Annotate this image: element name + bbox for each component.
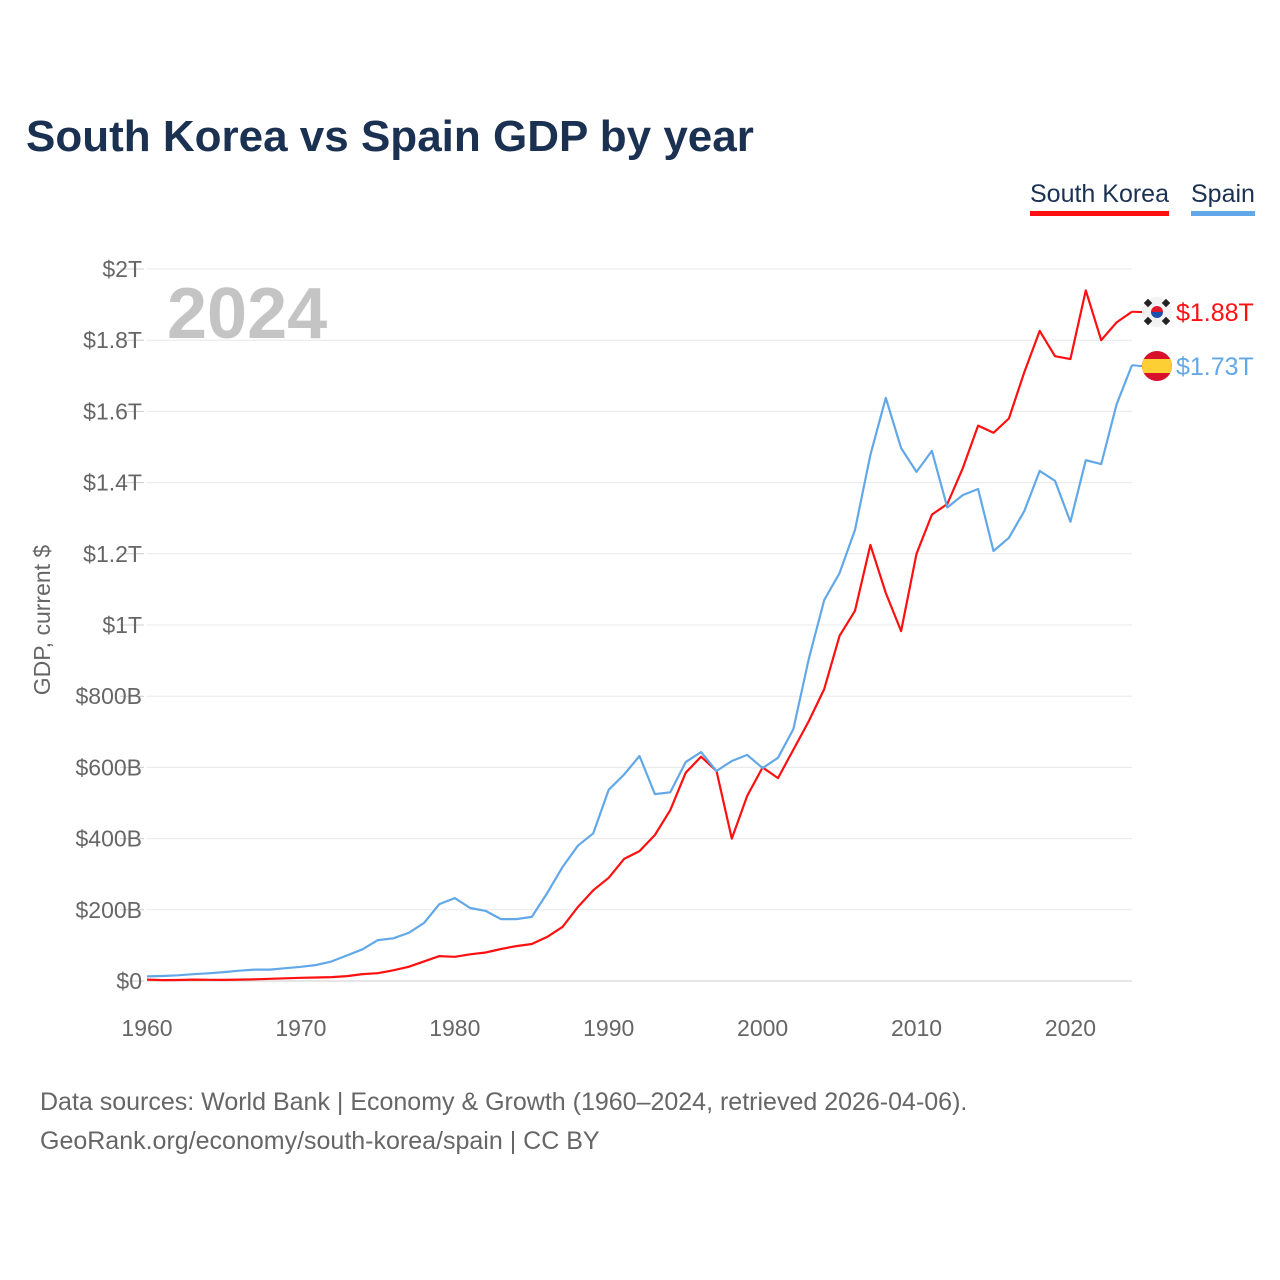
year-watermark: 2024 (167, 274, 327, 354)
y-axis-label: GDP, current $ (29, 545, 55, 696)
x-tick-label: 2000 (737, 1015, 788, 1041)
x-tick-label: 1960 (121, 1015, 172, 1041)
x-tick-label: 2010 (891, 1015, 942, 1041)
legend-south-korea[interactable]: South Korea (1030, 180, 1169, 216)
end-value-label-south-korea: $1.88T (1176, 299, 1254, 327)
source-note: Data sources: World Bank | Economy & Gro… (40, 1083, 967, 1161)
flag-taegeuk-blue (1151, 312, 1163, 318)
x-tick-label: 1990 (583, 1015, 634, 1041)
y-tick-label: $0 (116, 968, 142, 994)
y-tick-label: $1.6T (83, 398, 142, 424)
y-tick-label: $200B (75, 897, 142, 923)
y-tick-label: $1.4T (83, 470, 142, 496)
source-line-1: Data sources: World Bank | Economy & Gro… (40, 1088, 968, 1116)
y-tick-label: $800B (75, 683, 142, 709)
series-line-spain (146, 364, 1134, 978)
y-tick-label: $2T (102, 256, 142, 282)
end-value-label-spain: $1.73T (1176, 353, 1254, 381)
flag-trigram (1143, 298, 1153, 308)
page-title: South Korea vs Spain GDP by year (26, 112, 754, 161)
y-tick-label: $1.2T (83, 541, 142, 567)
series-line-south-korea (146, 289, 1133, 982)
x-tick-label: 1980 (429, 1015, 480, 1041)
flag-stripe-yellow (1142, 359, 1172, 373)
flag-trigram (1161, 298, 1171, 308)
flag-trigram (1143, 316, 1153, 326)
flag-trigram (1161, 316, 1171, 326)
legend-spain[interactable]: Spain (1191, 180, 1255, 216)
flag-taegeuk-red (1151, 306, 1163, 312)
x-tick-label: 2020 (1045, 1015, 1096, 1041)
y-tick-label: $400B (75, 826, 142, 852)
x-tick-label: 1970 (275, 1015, 326, 1041)
y-tick-label: $1T (102, 612, 142, 638)
y-tick-label: $1.8T (83, 327, 142, 353)
source-link[interactable]: GeoRank.org/economy/south-korea/spain | … (40, 1127, 600, 1155)
y-tick-label: $600B (75, 754, 142, 780)
